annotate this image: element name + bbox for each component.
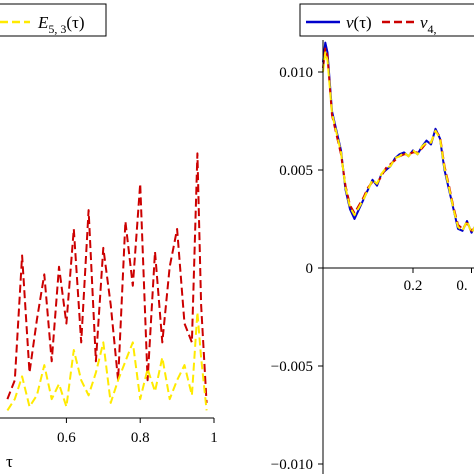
right-y-ticks: 0.010 0.005 0 −0.005 −0.010 [271,65,323,473]
right-legend-box [299,3,474,37]
left-legend-box [0,3,107,37]
left-series-line-2 [6,152,208,403]
right-series-group [322,41,474,234]
right-legend-label-1: v(τ) [346,13,372,32]
left-x-axis-label: τ [6,452,13,471]
right-series-line-3 [322,51,474,234]
right-x-tick-label-2: 0. [456,278,467,294]
right-chart-panel: 0.010 0.005 0 −0.005 −0.010 0.2 0. v(τ) v4, [271,3,474,474]
right-y-tick-label-5: −0.010 [271,457,313,473]
right-x-tick-label-1: 0.2 [404,278,423,294]
right-y-tick-label-1: 0.010 [279,65,313,81]
left-x-ticks: 0.6 0.8 1 [57,418,218,446]
right-y-tick-label-3: 0 [306,261,314,277]
left-chart-panel: 0.6 0.8 1 τ E5, 3(τ) [0,3,218,471]
left-x-tick-label-2: 0.8 [131,430,150,446]
right-legend: v(τ) v4, [299,3,474,37]
right-x-ticks: 0.2 0. [404,268,472,294]
right-y-tick-label-2: 0.005 [279,163,313,179]
right-y-tick-label-4: −0.005 [271,359,313,375]
left-series-group [6,152,208,411]
left-legend: E5, 3(τ) [0,3,107,37]
left-x-tick-label-3: 1 [210,430,218,446]
left-x-tick-label-1: 0.6 [57,430,76,446]
right-series-line-1 [322,41,474,234]
left-series-line-1 [6,311,208,411]
